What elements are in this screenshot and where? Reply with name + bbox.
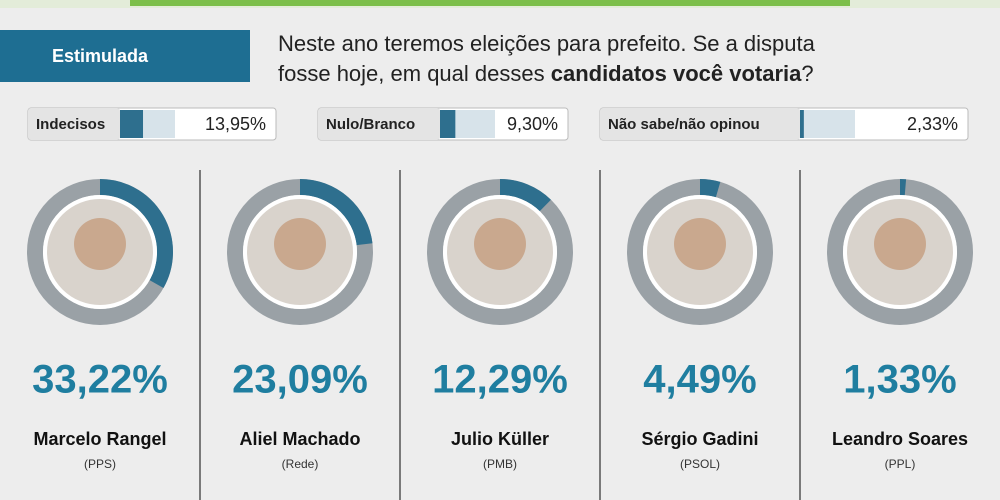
party: (Rede) — [282, 457, 319, 471]
candidate-name: Julio Küller — [451, 429, 549, 449]
party: (PPS) — [84, 457, 116, 471]
summary-value: 9,30% — [507, 114, 558, 134]
summary-bar-track — [800, 110, 855, 138]
photo-head — [74, 218, 126, 270]
question-part: fosse hoje, em qual desses — [278, 61, 551, 86]
value-label: 12,29% — [432, 358, 568, 402]
question: Neste ano teremos eleições para prefeito… — [278, 31, 816, 56]
party: (PMB) — [483, 457, 517, 471]
photo-head — [674, 218, 726, 270]
summary-label: Nulo/Branco — [326, 116, 415, 133]
question-bold: candidatos você votaria — [551, 61, 802, 86]
value-label: 4,49% — [643, 358, 756, 402]
tag: Estimulada — [52, 46, 149, 66]
summary-label: Indecisos — [36, 116, 105, 133]
ring-value — [499, 179, 551, 212]
summary-label-bg — [318, 108, 440, 140]
summary-bar — [800, 110, 804, 138]
party: (PSOL) — [680, 457, 720, 471]
summary-value: 13,95% — [205, 114, 266, 134]
value-label: 1,33% — [843, 358, 956, 402]
summary-label-bg — [600, 108, 800, 140]
ring-value — [99, 179, 173, 289]
candidate-name: Aliel Machado — [239, 429, 360, 449]
summary-bar — [120, 110, 144, 138]
party: (PPL) — [885, 457, 916, 471]
question: fosse hoje, em qual desses candidatos vo… — [278, 61, 814, 86]
photo-head — [474, 218, 526, 270]
summary-bar — [440, 110, 456, 138]
tag-box — [0, 30, 250, 82]
summary-label-bg — [28, 108, 120, 140]
photo-head — [274, 218, 326, 270]
question-part: ? — [801, 61, 813, 86]
photo-head — [874, 218, 926, 270]
candidate-name: Leandro Soares — [832, 429, 968, 449]
ring-value — [699, 179, 721, 198]
summary-label: Não sabe/não opinou — [608, 116, 760, 133]
value-label: 33,22% — [32, 358, 168, 402]
candidate-name: Sérgio Gadini — [641, 429, 758, 449]
candidate-name: Marcelo Rangel — [33, 429, 166, 449]
summary-value: 2,33% — [907, 114, 958, 134]
top-bar — [130, 0, 850, 6]
ring-value — [299, 179, 373, 246]
value-label: 23,09% — [232, 358, 368, 402]
